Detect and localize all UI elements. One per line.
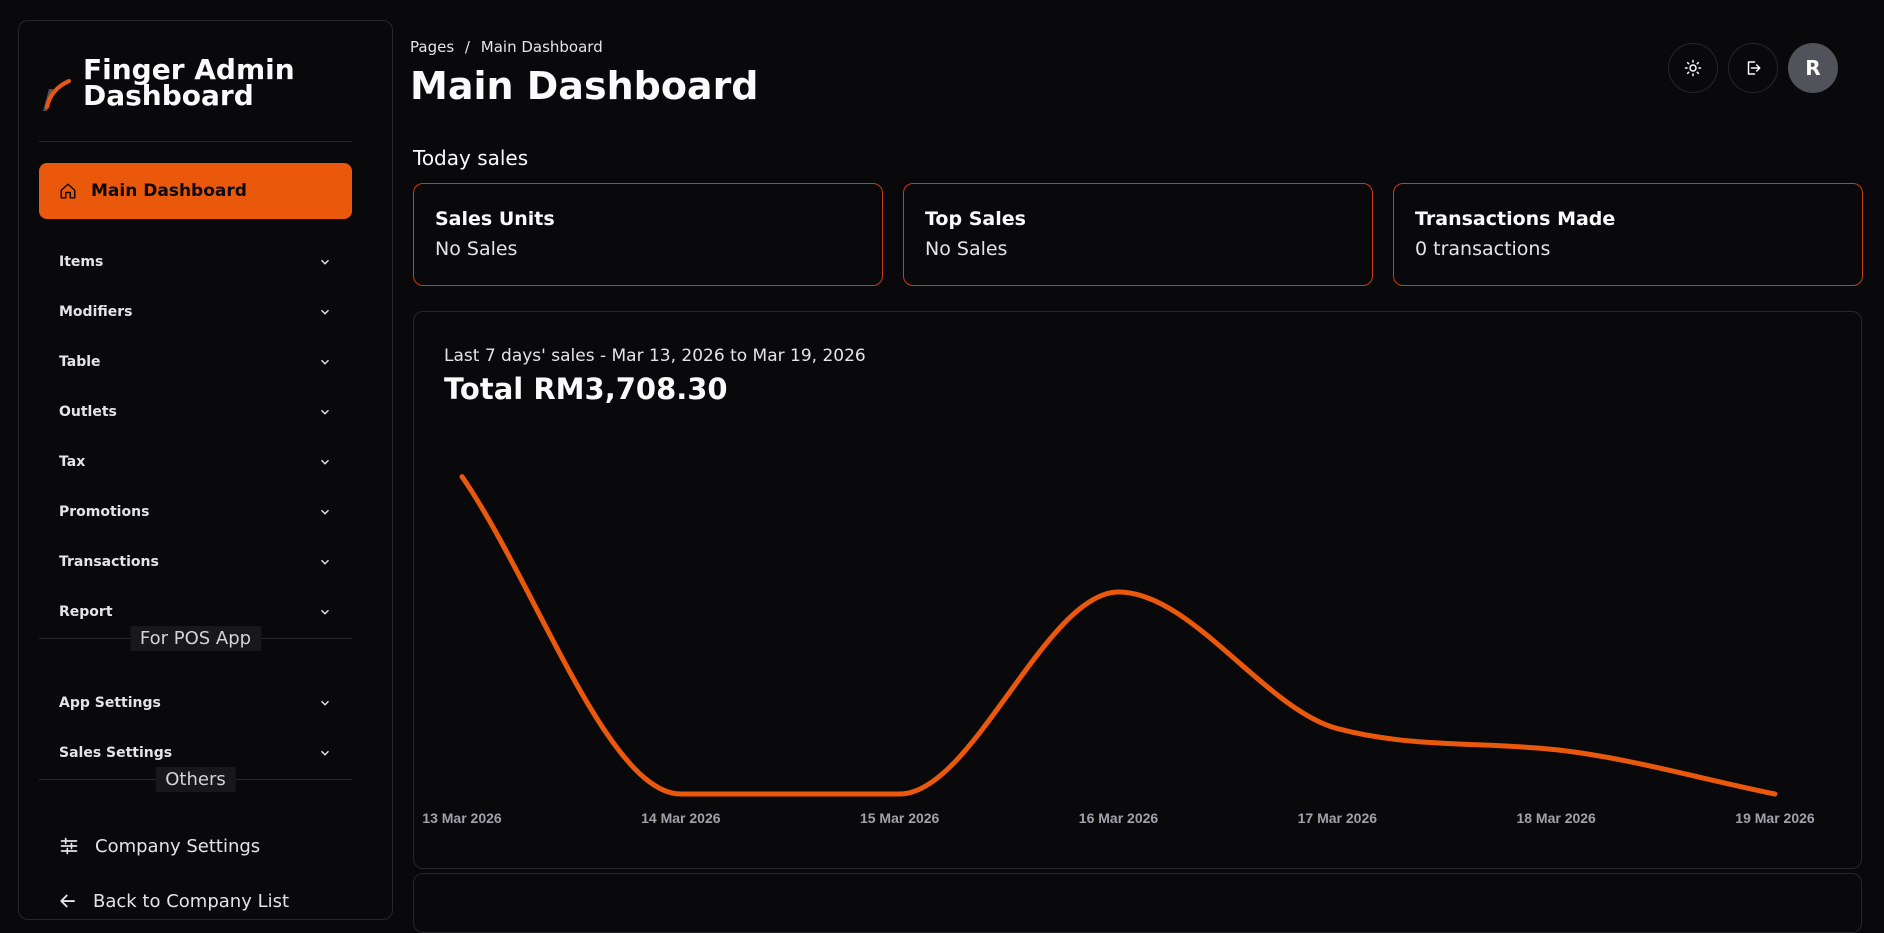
chevron-down-icon [318, 305, 332, 319]
stat-value: No Sales [435, 238, 861, 260]
section-separator-others: Others [39, 767, 352, 791]
sidebar-item-back-to-company-list[interactable]: Back to Company List [39, 881, 352, 921]
sidebar-item-label: Outlets [59, 404, 117, 420]
breadcrumb-separator: / [465, 38, 470, 56]
sidebar-item-promotions[interactable]: Promotions [39, 492, 352, 532]
sliders-icon [59, 836, 79, 856]
brand-title-line2: Dashboard [83, 83, 295, 109]
section-separator-pos: For POS App [39, 626, 352, 650]
stat-card-top-sales: Top Sales No Sales [903, 183, 1373, 286]
divider [39, 141, 352, 142]
chevron-down-icon [318, 255, 332, 269]
sidebar-item-tax[interactable]: Tax [39, 442, 352, 482]
brand-title: Finger Admin Dashboard [83, 57, 295, 109]
data-point[interactable] [1554, 748, 1558, 752]
brand[interactable]: Finger Admin Dashboard [41, 57, 295, 113]
stat-card-sales-units: Sales Units No Sales [413, 183, 883, 286]
stat-card-transactions-made: Transactions Made 0 transactions [1393, 183, 1863, 286]
sidebar: Finger Admin Dashboard Main Dashboard It… [18, 20, 393, 920]
chevron-down-icon [318, 355, 332, 369]
breadcrumb-current: Main Dashboard [481, 38, 603, 56]
section-label: Others [155, 767, 236, 792]
chevron-down-icon [318, 605, 332, 619]
stat-title: Top Sales [925, 208, 1351, 230]
sidebar-item-label: Sales Settings [59, 745, 172, 761]
sidebar-item-outlets[interactable]: Outlets [39, 392, 352, 432]
x-tick-label: 19 Mar 2026 [1735, 810, 1815, 826]
sidebar-item-label: Report [59, 604, 113, 620]
chevron-down-icon [318, 696, 332, 710]
brand-logo-icon [41, 77, 71, 113]
sidebar-item-label: Tax [59, 454, 85, 470]
avatar[interactable]: R [1788, 43, 1838, 93]
sidebar-item-company-settings[interactable]: Company Settings [39, 826, 352, 866]
chevron-down-icon [318, 505, 332, 519]
stat-value: No Sales [925, 238, 1351, 260]
data-point[interactable] [460, 475, 464, 479]
main-content: Pages / Main Dashboard Main Dashboard R … [410, 0, 1884, 898]
data-point[interactable] [898, 792, 902, 796]
stat-title: Transactions Made [1415, 208, 1841, 230]
chevron-down-icon [318, 455, 332, 469]
home-icon [59, 182, 77, 200]
arrow-back-icon [59, 892, 77, 910]
stat-title: Sales Units [435, 208, 861, 230]
x-tick-label: 13 Mar 2026 [422, 810, 502, 826]
sidebar-item-label: Back to Company List [93, 891, 289, 912]
x-tick-label: 15 Mar 2026 [860, 810, 940, 826]
page-title: Main Dashboard [410, 64, 759, 108]
sidebar-item-items[interactable]: Items [39, 242, 352, 282]
logout-button[interactable] [1728, 43, 1778, 93]
sidebar-item-table[interactable]: Table [39, 342, 352, 382]
data-point[interactable] [1335, 727, 1339, 731]
stat-value: 0 transactions [1415, 238, 1841, 260]
sales-line-chart: 13 Mar 2026 14 Mar 2026 15 Mar 2026 16 Mar … [414, 312, 1862, 869]
today-sales-label: Today sales [413, 146, 528, 170]
sidebar-item-label: Main Dashboard [91, 181, 247, 201]
section-label: For POS App [130, 626, 261, 651]
data-point[interactable] [1773, 792, 1777, 796]
sidebar-item-label: App Settings [59, 695, 161, 711]
chevron-down-icon [318, 746, 332, 760]
x-tick-label: 18 Mar 2026 [1516, 810, 1596, 826]
sidebar-item-label: Items [59, 254, 103, 270]
sidebar-item-transactions[interactable]: Transactions [39, 542, 352, 582]
sidebar-item-main-dashboard[interactable]: Main Dashboard [39, 163, 352, 219]
theme-toggle-button[interactable] [1668, 43, 1718, 93]
data-point[interactable] [1117, 590, 1121, 594]
breadcrumb: Pages / Main Dashboard [410, 38, 609, 56]
sidebar-item-label: Table [59, 354, 101, 370]
sidebar-item-label: Company Settings [95, 836, 260, 857]
secondary-card [413, 873, 1862, 933]
logout-icon [1744, 59, 1762, 77]
chevron-down-icon [318, 555, 332, 569]
x-tick-label: 17 Mar 2026 [1298, 810, 1378, 826]
sidebar-item-label: Modifiers [59, 304, 132, 320]
breadcrumb-root[interactable]: Pages [410, 38, 454, 56]
sidebar-item-modifiers[interactable]: Modifiers [39, 292, 352, 332]
data-point[interactable] [679, 792, 683, 796]
x-tick-label: 14 Mar 2026 [641, 810, 721, 826]
sidebar-item-app-settings[interactable]: App Settings [39, 683, 352, 723]
sidebar-item-label: Promotions [59, 504, 149, 520]
chevron-down-icon [318, 405, 332, 419]
x-tick-label: 16 Mar 2026 [1079, 810, 1159, 826]
series-line [462, 477, 1775, 794]
sales-chart-card: Last 7 days' sales - Mar 13, 2026 to Mar… [413, 311, 1862, 869]
sun-icon [1684, 59, 1702, 77]
sidebar-item-label: Transactions [59, 554, 159, 570]
